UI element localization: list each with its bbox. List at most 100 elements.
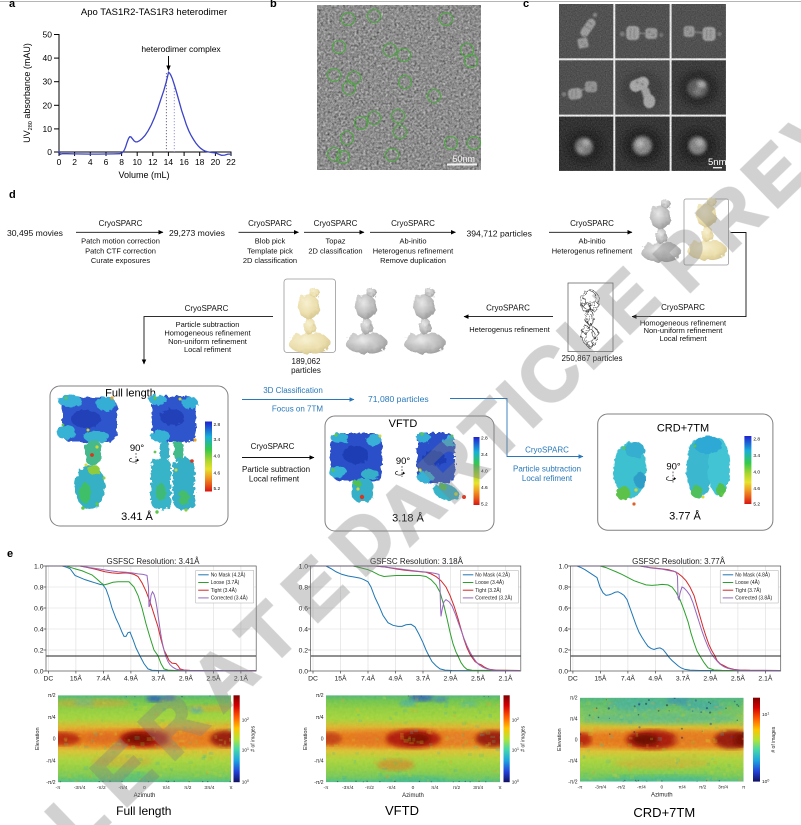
svg-text:UV280 absorbance (mAU): UV280 absorbance (mAU) (22, 43, 34, 143)
svg-text:0: 0 (53, 737, 56, 743)
svg-text:Corrected (3.2Å): Corrected (3.2Å) (475, 595, 512, 602)
svg-text:-π/4: -π/4 (46, 758, 56, 764)
svg-text:2: 2 (72, 157, 77, 167)
svg-text:No Mask (4.2Å): No Mask (4.2Å) (475, 572, 510, 579)
svg-text:2.5Å: 2.5Å (731, 674, 745, 683)
svg-text:Apo TAS1R2-TAS1R3 heterodimer: Apo TAS1R2-TAS1R3 heterodimer (81, 7, 227, 18)
svg-text:Tight (3.2Å): Tight (3.2Å) (475, 587, 501, 594)
svg-text:3.41 Å: 3.41 Å (121, 510, 153, 523)
svg-text:0.0: 0.0 (299, 668, 309, 675)
svg-text:π/4: π/4 (316, 715, 324, 721)
svg-text:3.7Å: 3.7Å (151, 674, 165, 683)
svg-text:2.8: 2.8 (753, 437, 760, 443)
svg-text:101: 101 (762, 712, 769, 719)
svg-text:250,867 particles: 250,867 particles (562, 354, 623, 363)
svg-text:CryoSPARC: CryoSPARC (661, 303, 705, 312)
svg-text:2.9Å: 2.9Å (703, 674, 717, 683)
svg-text:102: 102 (512, 717, 519, 724)
svg-text:3.7Å: 3.7Å (416, 674, 430, 683)
svg-text:Corrected (3.4Å): Corrected (3.4Å) (211, 595, 248, 602)
svg-text:CryoSPARC: CryoSPARC (525, 446, 569, 455)
svg-text:101: 101 (512, 747, 519, 754)
svg-text:7.4Å: 7.4Å (96, 674, 110, 683)
svg-text:Loose (4Å): Loose (4Å) (735, 579, 760, 586)
svg-text:CryoSPARC: CryoSPARC (391, 219, 435, 228)
svg-text:CryoSPARC: CryoSPARC (185, 304, 229, 313)
svg-text:2D classification: 2D classification (243, 256, 297, 265)
svg-text:Blob pick: Blob pick (255, 237, 286, 246)
svg-text:2.5Å: 2.5Å (471, 674, 485, 683)
svg-text:0: 0 (660, 785, 663, 791)
svg-text:No Mask (4.2Å): No Mask (4.2Å) (211, 572, 246, 579)
svg-text:# of images: # of images (251, 725, 257, 751)
svg-text:100: 100 (512, 779, 519, 786)
svg-text:π: π (229, 786, 233, 791)
svg-text:29,273 movies: 29,273 movies (169, 228, 225, 238)
svg-text:2.1Å: 2.1Å (234, 674, 248, 683)
svg-text:Tight (3.4Å): Tight (3.4Å) (211, 587, 237, 594)
svg-text:-3π/4: -3π/4 (595, 785, 607, 791)
svg-text:No Mask (4.8Å): No Mask (4.8Å) (735, 572, 770, 579)
svg-text:-π/2: -π/2 (97, 785, 106, 791)
svg-text:20: 20 (211, 157, 221, 167)
svg-text:Topaz: Topaz (325, 237, 345, 246)
svg-text:-3π/4: -3π/4 (342, 785, 354, 791)
svg-text:Elevation: Elevation (557, 728, 563, 751)
svg-text:101: 101 (242, 747, 249, 754)
svg-text:Volume (mL): Volume (mL) (118, 170, 169, 180)
svg-text:Loose (3.4Å): Loose (3.4Å) (475, 579, 504, 586)
svg-text:π: π (742, 786, 746, 791)
svg-text:2.8: 2.8 (481, 436, 488, 442)
svg-text:2.1Å: 2.1Å (758, 674, 772, 683)
svg-text:1.0: 1.0 (559, 563, 569, 570)
svg-text:4.0: 4.0 (214, 453, 221, 459)
svg-text:π/4: π/4 (162, 785, 170, 791)
svg-text:Tight (3.7Å): Tight (3.7Å) (735, 587, 761, 594)
svg-text:90°: 90° (666, 462, 681, 473)
svg-text:7.4Å: 7.4Å (621, 674, 635, 683)
svg-text:-π/4: -π/4 (568, 758, 578, 764)
svg-text:30,495 movies: 30,495 movies (7, 228, 63, 238)
svg-text:15Å: 15Å (594, 674, 607, 683)
svg-text:π/4: π/4 (570, 717, 578, 723)
svg-text:0.6: 0.6 (34, 605, 44, 612)
svg-text:100: 100 (242, 779, 249, 786)
svg-text:2.5Å: 2.5Å (206, 674, 220, 683)
svg-text:-3π/4: -3π/4 (74, 785, 86, 791)
svg-text:30: 30 (43, 77, 53, 87)
svg-text:-π/2: -π/2 (314, 780, 324, 786)
svg-text:90°: 90° (396, 456, 411, 467)
svg-text:15Å: 15Å (334, 674, 347, 683)
svg-text:14: 14 (164, 157, 174, 167)
svg-text:-π/4: -π/4 (118, 785, 127, 791)
svg-text:Local refiment: Local refiment (659, 334, 707, 343)
svg-text:3.4: 3.4 (481, 452, 488, 458)
svg-text:0.0: 0.0 (559, 668, 569, 675)
svg-text:Template pick: Template pick (247, 246, 293, 255)
svg-text:# of images: # of images (521, 725, 527, 751)
svg-text:Particle subtraction: Particle subtraction (513, 465, 581, 474)
svg-text:-π/2: -π/2 (568, 779, 578, 785)
svg-text:Ab-initio: Ab-initio (399, 237, 426, 246)
svg-text:0: 0 (412, 785, 415, 791)
svg-text:Local refiment: Local refiment (522, 474, 573, 483)
svg-text:4.6: 4.6 (214, 471, 221, 477)
svg-text:4.9Å: 4.9Å (648, 674, 662, 683)
svg-text:0.8: 0.8 (559, 584, 569, 591)
svg-text:CryoSPARC: CryoSPARC (248, 219, 292, 228)
svg-text:5.2: 5.2 (214, 486, 221, 492)
svg-text:-π/2: -π/2 (365, 785, 374, 791)
svg-text:Homogeneous refinement: Homogeneous refinement (164, 329, 251, 338)
svg-text:Homogeneous refinement: Homogeneous refinement (640, 318, 727, 327)
svg-text:DC: DC (568, 676, 578, 683)
svg-text:CryoSPARC: CryoSPARC (99, 219, 143, 228)
svg-text:0.4: 0.4 (559, 626, 569, 633)
svg-text:22: 22 (226, 157, 236, 167)
svg-text:Particle subtraction: Particle subtraction (242, 465, 310, 474)
svg-text:16: 16 (179, 157, 189, 167)
svg-text:3π/4: 3π/4 (204, 785, 214, 791)
svg-text:Heterogenus refinement: Heterogenus refinement (373, 246, 454, 255)
svg-text:10: 10 (132, 157, 142, 167)
svg-text:71,080 particles: 71,080 particles (368, 394, 429, 404)
svg-text:heterodimer complex: heterodimer complex (141, 44, 221, 54)
